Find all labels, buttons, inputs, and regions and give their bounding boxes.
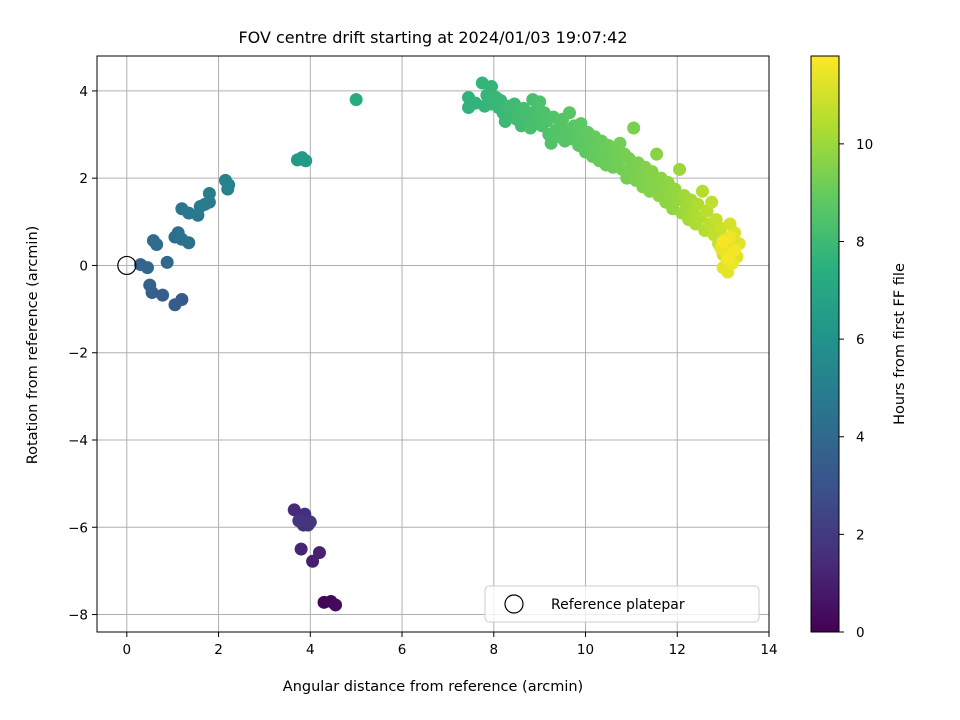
scatter-point bbox=[716, 234, 730, 248]
scatter-point bbox=[645, 165, 659, 179]
scatter-point bbox=[306, 554, 320, 568]
scatter-point bbox=[287, 503, 301, 517]
colorbar-tick-label: 6 bbox=[856, 332, 865, 348]
scatter-point bbox=[349, 93, 363, 107]
scatter-point bbox=[143, 278, 157, 292]
scatter-point bbox=[168, 298, 182, 312]
scatter-point bbox=[533, 95, 547, 109]
scatter-point bbox=[691, 197, 705, 211]
colorbar-tick-label: 2 bbox=[856, 527, 865, 543]
plot-background bbox=[97, 56, 769, 632]
colorbar-ticks: 0 2 4 6 8 10 bbox=[839, 137, 873, 641]
x-tick-label: 14 bbox=[760, 642, 777, 658]
x-axis-label: Angular distance from reference (arcmin) bbox=[283, 679, 583, 695]
scatter-point bbox=[160, 255, 174, 269]
scatter-point bbox=[705, 195, 719, 209]
scatter-point bbox=[294, 542, 308, 556]
scatter-point bbox=[650, 147, 664, 161]
plot-area bbox=[96, 55, 770, 633]
y-tick-label: −6 bbox=[68, 520, 88, 536]
y-tick-label: 4 bbox=[79, 84, 88, 100]
x-tick-label: 12 bbox=[669, 642, 686, 658]
scatter-point bbox=[574, 117, 588, 131]
scatter-points bbox=[134, 76, 746, 612]
colorbar: 0 2 4 6 8 10 Hours from first FF file bbox=[810, 55, 908, 641]
scatter-point bbox=[312, 546, 326, 560]
legend: Reference platepar bbox=[484, 585, 760, 623]
scatter-point bbox=[303, 515, 317, 529]
x-tick-label: 0 bbox=[123, 642, 132, 658]
reference-marker bbox=[117, 255, 137, 276]
scatter-point bbox=[156, 288, 170, 302]
y-tick-label: 0 bbox=[79, 258, 88, 274]
colorbar-gradient bbox=[810, 55, 840, 633]
scatter-point bbox=[292, 514, 306, 528]
x-tick-label: 8 bbox=[489, 642, 498, 658]
y-tick-label: −2 bbox=[68, 346, 88, 362]
scatter-point bbox=[627, 121, 641, 135]
chart-title: FOV centre drift starting at 2024/01/03 … bbox=[238, 28, 627, 47]
scatter-point bbox=[728, 243, 742, 257]
scatter-point bbox=[668, 182, 682, 196]
scatter-point bbox=[329, 598, 343, 612]
y-tick-label: 2 bbox=[79, 171, 88, 187]
y-tick-label: −8 bbox=[68, 608, 88, 624]
scatter-point bbox=[150, 238, 164, 252]
scatter-point bbox=[562, 106, 576, 120]
colorbar-tick-label: 0 bbox=[856, 625, 865, 641]
colorbar-tick-label: 8 bbox=[856, 234, 865, 250]
y-tick-label: −4 bbox=[68, 433, 88, 449]
scatter-point bbox=[721, 252, 735, 266]
scatter-point bbox=[695, 184, 709, 198]
x-tick-label: 2 bbox=[214, 642, 223, 658]
legend-box bbox=[484, 585, 760, 623]
colorbar-tick-label: 4 bbox=[856, 430, 865, 446]
scatter-point bbox=[140, 261, 154, 275]
y-axis: −8 −6 −4 −2 0 2 4 bbox=[68, 84, 97, 624]
x-axis: 0 2 4 6 8 10 12 14 bbox=[123, 632, 778, 658]
plot-frame bbox=[96, 55, 770, 633]
scatter-point bbox=[175, 232, 189, 246]
scatter-point bbox=[222, 178, 236, 192]
y-axis-label: Rotation from reference (arcmin) bbox=[25, 226, 41, 465]
x-tick-label: 4 bbox=[306, 642, 315, 658]
scatter-point bbox=[202, 186, 216, 200]
colorbar-label: Hours from first FF file bbox=[892, 263, 908, 425]
legend-marker bbox=[504, 594, 524, 614]
scatter-point bbox=[673, 162, 687, 176]
legend-label: Reference platepar bbox=[551, 597, 685, 613]
x-tick-label: 10 bbox=[577, 642, 594, 658]
scatter-point bbox=[299, 154, 313, 168]
scatter-point bbox=[613, 136, 627, 150]
colorbar-tick-label: 10 bbox=[856, 137, 873, 153]
x-tick-label: 6 bbox=[398, 642, 407, 658]
